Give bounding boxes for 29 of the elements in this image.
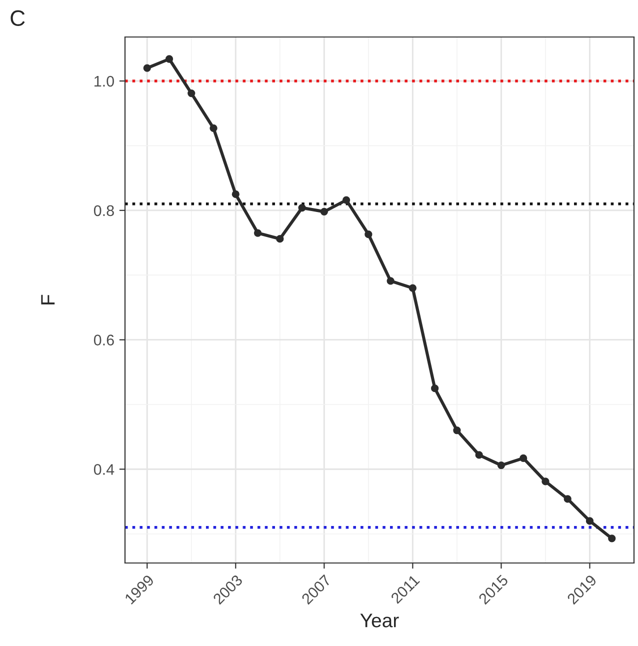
y-tick-label: 0.8 — [94, 205, 114, 216]
point — [497, 461, 506, 470]
point — [232, 190, 240, 198]
point — [453, 426, 461, 434]
y-tick-label: 1.0 — [94, 76, 114, 87]
y-tick-label: 0.6 — [94, 334, 114, 346]
y-tick-label: 0.4 — [94, 464, 114, 475]
point — [342, 196, 350, 204]
point — [165, 55, 174, 63]
x-axis-title: Year — [360, 614, 399, 628]
point — [408, 284, 417, 292]
point — [143, 64, 151, 72]
point — [364, 230, 372, 238]
point — [475, 451, 483, 459]
point — [254, 229, 262, 237]
point — [564, 495, 572, 503]
point — [188, 89, 196, 98]
point — [276, 235, 284, 243]
point — [320, 208, 328, 216]
point — [386, 277, 394, 285]
point — [431, 384, 439, 392]
y-axis-title: F — [41, 294, 55, 304]
text: C — [10, 10, 25, 26]
point — [210, 124, 218, 132]
point — [586, 517, 594, 525]
point — [542, 478, 550, 486]
point — [608, 534, 616, 542]
point — [298, 204, 306, 212]
point — [520, 454, 528, 462]
